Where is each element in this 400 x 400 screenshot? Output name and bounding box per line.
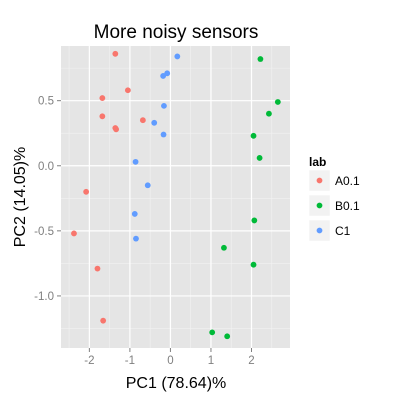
legend-title: lab [309,155,326,169]
grid-lines [61,46,290,348]
data-point-a0-1 [112,50,119,57]
data-point-b0-1 [266,110,272,117]
x-axis-label: PC1 (78.64)% [126,375,227,392]
data-point-c1 [160,131,167,138]
legend-label: C1 [335,224,351,238]
data-point-a0-1 [100,317,107,324]
legend-key-marker [316,227,323,234]
data-point-b0-1 [274,99,281,105]
data-point-c1 [151,119,158,126]
data-point-c1 [131,211,138,217]
legend-key-marker [316,202,323,209]
chart-title: More noisy sensors [94,22,259,43]
y-axis-label: PC2 (14.05)% [12,147,29,248]
x-tick-label: -1 [125,355,135,367]
data-point-c1 [132,158,139,165]
y-tick-label: -1.0 [34,291,54,303]
data-point-a0-1 [113,126,120,133]
data-point-a0-1 [124,87,131,94]
plot-panel [61,46,290,348]
data-point-c1 [161,102,167,109]
data-point-b0-1 [250,261,257,268]
x-tick-label: 2 [248,355,254,367]
y-tick-label: -0.5 [34,226,54,238]
data-point-a0-1 [83,188,90,195]
data-point-b0-1 [221,244,227,251]
data-point-a0-1 [99,95,106,101]
data-point-a0-1 [139,117,146,124]
data-point-b0-1 [250,132,257,139]
legend-items: A0.1 B0.1 C1 [308,169,360,242]
y-tick-label: 0.0 [38,161,54,173]
legend-key-marker [316,177,323,184]
data-point-a0-1 [71,230,77,237]
legend-label: B0.1 [335,199,360,213]
legend: lab A0.1 B0.1 C1 [308,155,360,242]
x-tick-label: -2 [84,355,94,367]
data-point-a0-1 [99,113,106,120]
x-tick-label: 1 [208,355,214,367]
data-point-a0-1 [94,265,101,272]
x-tick-label: 0 [167,355,173,367]
axis-ticks: -2 -1 0 1 2 0.5 0.0 -0.5 -1.0 [34,96,255,367]
data-point-b0-1 [251,217,258,224]
data-point-c1 [133,235,139,242]
data-point-b0-1 [224,333,231,340]
data-point-b0-1 [256,155,263,161]
data-point-c1 [164,70,171,77]
legend-label: A0.1 [335,174,360,188]
data-point-b0-1 [257,56,264,62]
data-points [71,50,281,340]
data-point-c1 [144,182,151,189]
y-tick-label: 0.5 [38,96,54,108]
data-point-c1 [174,53,181,60]
data-point-b0-1 [209,329,216,336]
